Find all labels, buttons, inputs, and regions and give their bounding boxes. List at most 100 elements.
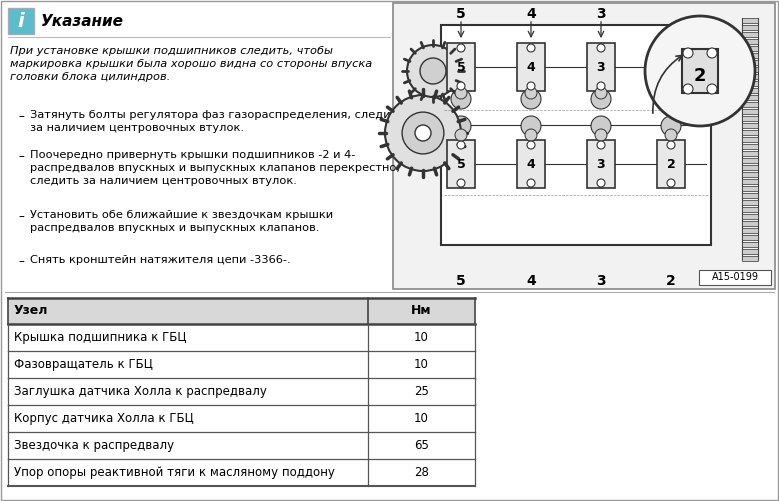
Circle shape: [523, 172, 539, 188]
Bar: [742, 165, 758, 170]
Bar: [742, 116, 758, 121]
Bar: [657, 140, 685, 188]
Text: Упор опоры реактивной тяги к масляному поддону: Упор опоры реактивной тяги к масляному п…: [14, 466, 335, 479]
Text: –: –: [18, 255, 24, 268]
Text: за наличием центровочных втулок.: за наличием центровочных втулок.: [30, 123, 244, 133]
Bar: [742, 88, 758, 93]
Circle shape: [707, 84, 717, 94]
Text: 25: 25: [414, 385, 429, 398]
Circle shape: [597, 141, 605, 149]
Circle shape: [661, 89, 681, 109]
Bar: [742, 242, 758, 247]
Text: i: i: [18, 12, 24, 31]
Circle shape: [521, 116, 541, 136]
Text: –: –: [18, 110, 24, 123]
Circle shape: [420, 58, 446, 84]
Circle shape: [591, 89, 611, 109]
Text: При установке крышки подшипников следить, чтобы: При установке крышки подшипников следить…: [10, 46, 333, 56]
Text: Крышка подшипника к ГБЦ: Крышка подшипника к ГБЦ: [14, 331, 186, 344]
Circle shape: [597, 179, 605, 187]
Bar: [742, 95, 758, 100]
Bar: [742, 74, 758, 79]
Bar: [517, 43, 545, 91]
Text: –: –: [18, 210, 24, 223]
Circle shape: [667, 141, 675, 149]
Circle shape: [453, 172, 469, 188]
Text: 10: 10: [414, 358, 429, 371]
Circle shape: [707, 48, 717, 58]
Text: A15-0199: A15-0199: [711, 273, 759, 283]
Bar: [742, 221, 758, 226]
Bar: [742, 207, 758, 212]
Text: Нм: Нм: [411, 305, 432, 318]
Circle shape: [455, 129, 467, 141]
Text: –: –: [18, 150, 24, 163]
Bar: [441, 25, 711, 245]
Text: 2: 2: [667, 61, 675, 74]
Circle shape: [527, 179, 535, 187]
Circle shape: [457, 82, 465, 90]
Circle shape: [645, 16, 755, 126]
Bar: [742, 137, 758, 142]
Circle shape: [525, 87, 537, 99]
Text: Заглушка датчика Холла к распредвалу: Заглушка датчика Холла к распредвалу: [14, 385, 267, 398]
Text: распредвалов впускных и выпускных клапанов.: распредвалов впускных и выпускных клапан…: [30, 223, 319, 233]
Text: Поочередно привернуть крышки подшипников -2 и 4-: Поочередно привернуть крышки подшипников…: [30, 150, 355, 160]
Circle shape: [665, 87, 677, 99]
Bar: [742, 25, 758, 30]
Bar: [742, 18, 758, 23]
Bar: [8, 405, 475, 432]
Bar: [742, 151, 758, 156]
Text: Снять кронштейн натяжителя цепи -3366-.: Снять кронштейн натяжителя цепи -3366-.: [30, 255, 291, 265]
Bar: [682, 49, 718, 93]
Bar: [742, 81, 758, 86]
Bar: [8, 8, 34, 34]
Bar: [699, 270, 771, 285]
Bar: [447, 43, 475, 91]
Text: Указание: Указание: [41, 14, 124, 29]
Bar: [742, 102, 758, 107]
Text: 5: 5: [456, 61, 465, 74]
Text: 5: 5: [456, 7, 466, 21]
Text: 3: 3: [596, 274, 606, 288]
Circle shape: [402, 112, 444, 154]
Text: 3: 3: [597, 61, 605, 74]
Circle shape: [521, 89, 541, 109]
Text: Звездочка к распредвалу: Звездочка к распредвалу: [14, 439, 174, 452]
Bar: [8, 324, 475, 351]
Text: Затянуть болты регулятора фаз газораспределения, следить: Затянуть болты регулятора фаз газораспре…: [30, 110, 404, 120]
Circle shape: [457, 141, 465, 149]
Bar: [742, 39, 758, 44]
Text: Корпус датчика Холла к ГБЦ: Корпус датчика Холла к ГБЦ: [14, 412, 194, 425]
Bar: [742, 256, 758, 261]
Circle shape: [457, 44, 465, 52]
Text: 2: 2: [666, 274, 676, 288]
Circle shape: [593, 172, 609, 188]
Text: 5: 5: [456, 157, 465, 170]
Circle shape: [667, 82, 675, 90]
Bar: [742, 32, 758, 37]
Text: 3: 3: [596, 7, 606, 21]
Circle shape: [683, 84, 693, 94]
Bar: [742, 179, 758, 184]
Bar: [8, 432, 475, 459]
Text: 3: 3: [597, 157, 605, 170]
Bar: [742, 130, 758, 135]
Text: 4: 4: [526, 274, 536, 288]
Circle shape: [407, 45, 459, 97]
Circle shape: [415, 125, 431, 141]
Text: Фазовращатель к ГБЦ: Фазовращатель к ГБЦ: [14, 358, 153, 371]
Circle shape: [525, 129, 537, 141]
Circle shape: [667, 179, 675, 187]
Text: 4: 4: [527, 61, 535, 74]
Circle shape: [665, 129, 677, 141]
Bar: [742, 123, 758, 128]
Circle shape: [597, 44, 605, 52]
Circle shape: [527, 141, 535, 149]
Circle shape: [593, 77, 609, 93]
Text: распредвалов впускных и выпускных клапанов перекрестно,: распредвалов впускных и выпускных клапан…: [30, 163, 400, 173]
Circle shape: [597, 82, 605, 90]
Text: маркировка крышки была хорошо видна со стороны впуска: маркировка крышки была хорошо видна со с…: [10, 59, 372, 69]
Circle shape: [667, 44, 675, 52]
Bar: [587, 43, 615, 91]
